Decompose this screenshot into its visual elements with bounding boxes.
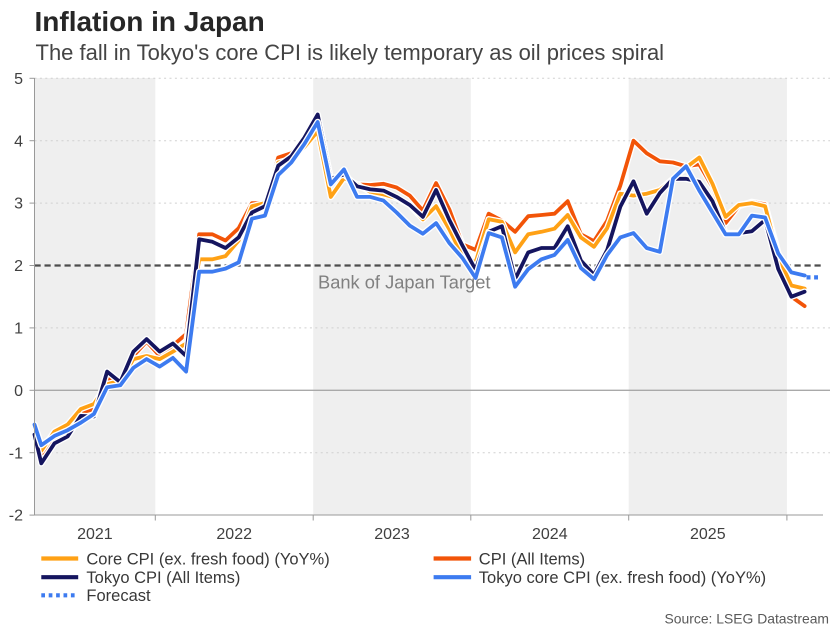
svg-text:2021: 2021 — [77, 526, 113, 543]
svg-text:3: 3 — [14, 196, 23, 213]
svg-text:0: 0 — [14, 383, 23, 400]
svg-text:Inflation in Japan: Inflation in Japan — [35, 6, 265, 37]
svg-text:2022: 2022 — [216, 526, 252, 543]
svg-text:1: 1 — [14, 321, 23, 338]
svg-text:Tokyo CPI (All Items): Tokyo CPI (All Items) — [86, 569, 240, 587]
svg-text:2024: 2024 — [532, 526, 568, 543]
svg-text:2023: 2023 — [374, 526, 410, 543]
svg-text:Tokyo core CPI (ex. fresh food: Tokyo core CPI (ex. fresh food) (YoY%) — [479, 569, 766, 587]
svg-text:2: 2 — [14, 258, 23, 275]
svg-text:Bank of Japan Target: Bank of Japan Target — [318, 272, 490, 293]
svg-text:2025: 2025 — [690, 526, 726, 543]
svg-text:5: 5 — [14, 71, 23, 88]
svg-text:-2: -2 — [9, 508, 23, 525]
svg-text:-1: -1 — [9, 445, 23, 462]
svg-text:Core CPI (ex. fresh food) (YoY: Core CPI (ex. fresh food) (YoY%) — [86, 550, 329, 568]
svg-text:Forecast: Forecast — [86, 587, 151, 605]
svg-text:CPI (All Items): CPI (All Items) — [479, 550, 585, 568]
svg-text:Source: LSEG Datastream: Source: LSEG Datastream — [665, 611, 829, 627]
svg-text:4: 4 — [14, 133, 23, 150]
svg-text:The fall in Tokyo's core CPI i: The fall in Tokyo's core CPI is likely t… — [36, 40, 665, 65]
